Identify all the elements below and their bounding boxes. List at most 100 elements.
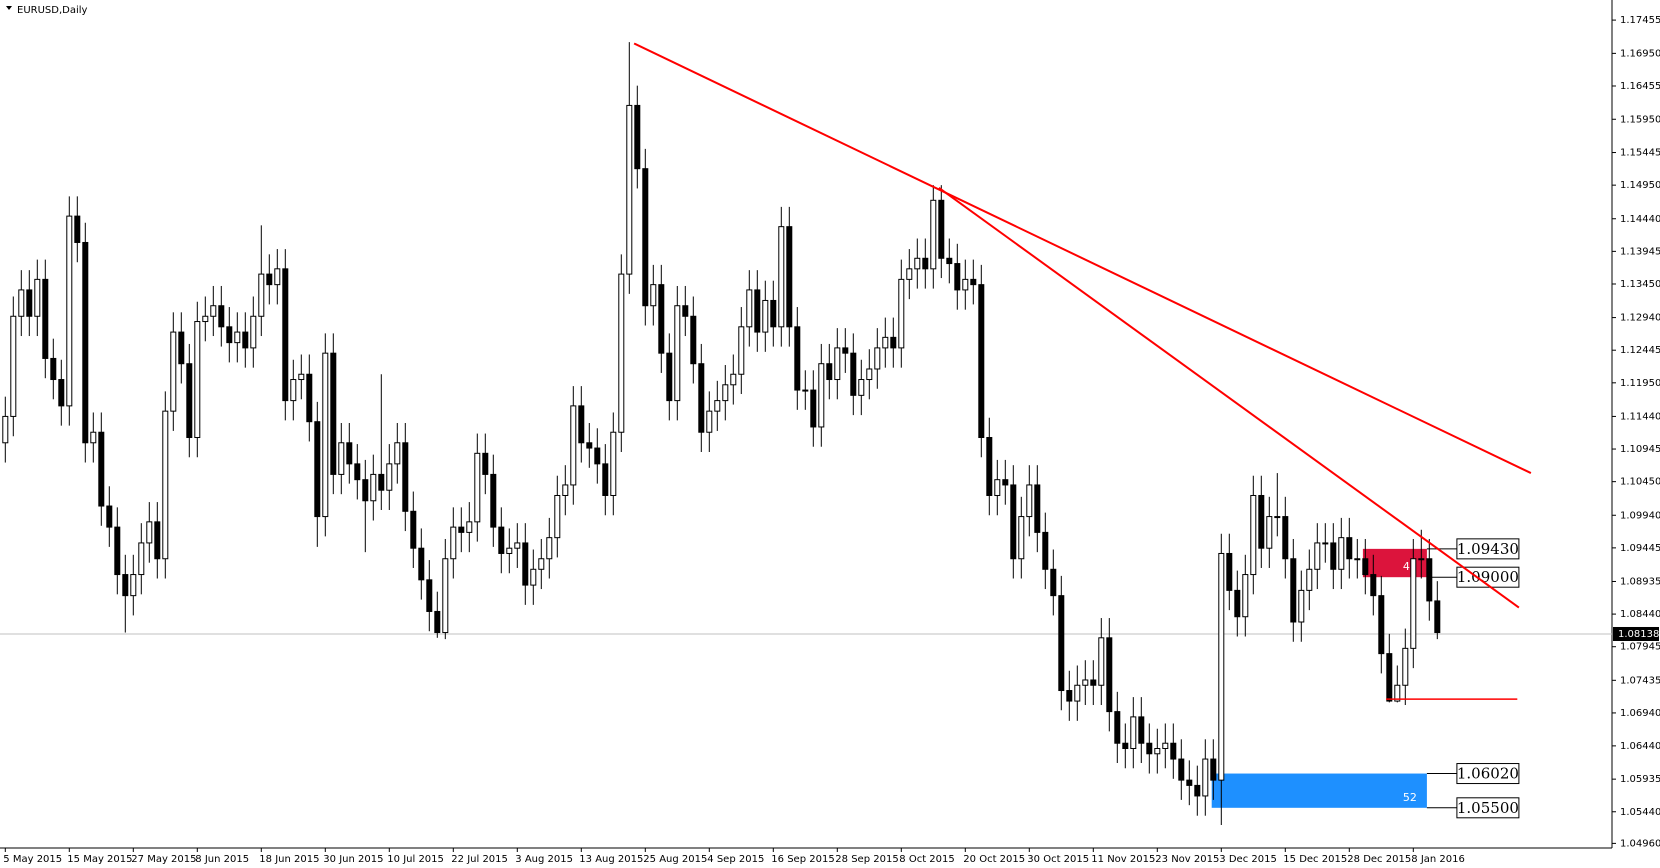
y-tick-label: 1.06440: [1620, 741, 1660, 752]
candle-body: [554, 494, 561, 539]
candle-body: [1162, 742, 1169, 750]
y-tick-label: 1.05935: [1620, 774, 1660, 785]
candle-body: [1298, 589, 1305, 623]
candle-body: [1018, 516, 1025, 560]
x-tick-label: 28 Sep 2015: [835, 854, 898, 865]
candle-body: [882, 336, 889, 349]
candle-body: [458, 526, 465, 533]
x-tick-label: 8 Oct 2015: [899, 854, 954, 865]
candle-body: [1082, 679, 1089, 686]
candle-body: [74, 215, 81, 243]
candle-body: [1146, 742, 1153, 755]
candle-body: [114, 526, 121, 576]
candle-body: [786, 226, 793, 328]
candle-body: [714, 400, 721, 412]
candle-body: [922, 257, 929, 270]
y-tick-label: 1.14440: [1620, 214, 1660, 225]
price-label-box: [1456, 763, 1520, 785]
candle-body: [1058, 595, 1065, 692]
candle-body: [266, 273, 273, 286]
candle-body: [794, 326, 801, 391]
price-label-box: [1456, 538, 1520, 560]
candle-body: [738, 326, 745, 375]
candle-body: [1402, 647, 1409, 686]
y-tick-label: 1.10450: [1620, 477, 1660, 488]
candle-body: [1138, 716, 1145, 744]
candle-body: [218, 305, 225, 328]
candle-body: [618, 273, 625, 433]
candle-body: [874, 347, 881, 370]
candle-body: [194, 321, 201, 439]
candle-body: [1418, 558, 1425, 561]
candle-body: [122, 574, 129, 597]
candle-body: [1386, 653, 1393, 702]
y-tick-label: 1.12940: [1620, 313, 1660, 324]
candle-body: [634, 104, 641, 170]
candle-body: [1346, 537, 1353, 560]
current-price-box: [1613, 626, 1659, 641]
x-tick-label: 27 May 2015: [131, 854, 196, 865]
x-tick-label: 3 Dec 2015: [1219, 854, 1277, 865]
candle-body: [1394, 684, 1401, 702]
candle-body: [90, 431, 97, 444]
candle-body: [610, 431, 617, 496]
candle-body: [154, 521, 161, 560]
candle-body: [522, 542, 529, 586]
candle-body: [346, 442, 353, 465]
x-tick-label: 5 May 2015: [3, 854, 62, 865]
y-tick-label: 1.17455: [1620, 15, 1660, 26]
candle-body: [226, 326, 233, 344]
candle-body: [1218, 552, 1225, 781]
candle-body: [66, 215, 73, 407]
candle-body: [954, 263, 961, 291]
candle-body: [130, 574, 137, 597]
candle-body: [1234, 589, 1241, 618]
zone: [1362, 548, 1427, 578]
candle-body: [258, 273, 265, 317]
candle-body: [658, 284, 665, 354]
candle-body: [1050, 568, 1057, 597]
y-tick-label: 1.16950: [1620, 48, 1660, 59]
x-tick-label: 20 Oct 2015: [963, 854, 1025, 865]
candle-body: [666, 352, 673, 402]
price-label: 1.09430: [1457, 540, 1519, 558]
candle-body: [378, 473, 385, 491]
candle-body: [162, 410, 169, 560]
candle-body: [386, 463, 393, 491]
candle-body: [282, 268, 289, 402]
candle-body: [730, 373, 737, 386]
y-tick-label: 1.14950: [1620, 180, 1660, 191]
candle-body: [1378, 595, 1385, 655]
candle-body: [1066, 690, 1073, 702]
candle-body: [290, 379, 297, 402]
candle-body: [1282, 516, 1289, 560]
candle-body: [466, 521, 473, 533]
candle-body: [1306, 568, 1313, 591]
candle-body: [970, 278, 977, 286]
candle-body: [1170, 742, 1177, 760]
candle-body: [170, 331, 177, 412]
candle-body: [210, 305, 217, 317]
candle-body: [594, 447, 601, 465]
candle-body: [330, 352, 337, 475]
x-tick-label: 15 Dec 2015: [1283, 854, 1347, 865]
candle-body: [866, 368, 873, 381]
candle-body: [362, 479, 369, 502]
candle-body: [306, 373, 313, 423]
candle-body: [482, 452, 489, 475]
x-tick-label: 3 Aug 2015: [515, 854, 573, 865]
y-tick-label: 1.11440: [1620, 411, 1660, 422]
chart-title: EURUSD,Daily: [17, 5, 88, 16]
candle-body: [1426, 558, 1433, 602]
candle-body: [1042, 531, 1049, 570]
candle-body: [1290, 558, 1297, 623]
candle-body: [1202, 758, 1209, 797]
candle-body: [442, 558, 449, 634]
candle-body: [1034, 484, 1041, 533]
candle-body: [930, 199, 937, 270]
y-tick-label: 1.09940: [1620, 510, 1660, 521]
zone-label: 52: [1403, 791, 1417, 804]
candle-body: [402, 442, 409, 512]
